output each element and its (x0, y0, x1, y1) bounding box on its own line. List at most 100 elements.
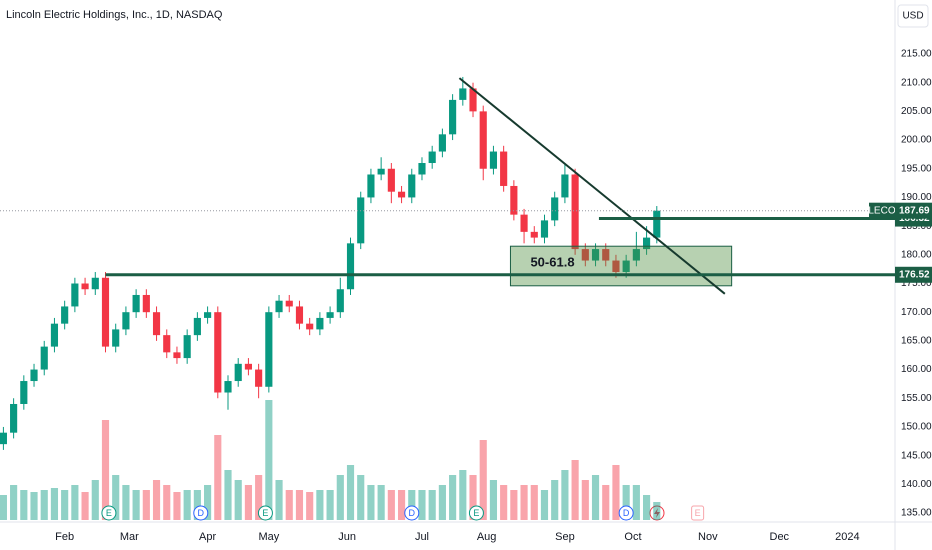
volume-bar (326, 490, 334, 520)
x-tick-label: Aug (477, 531, 497, 543)
candle-body (581, 249, 589, 261)
volume-bar (224, 470, 232, 520)
currency: USD (902, 11, 923, 22)
zone-label: 50-61.8 (530, 254, 574, 269)
candle-body (142, 294, 150, 313)
candle-body (326, 312, 334, 318)
trendline (458, 77, 726, 295)
candle-body (489, 151, 498, 169)
x-tick-label: Dec (770, 531, 790, 543)
candle-body (173, 352, 181, 359)
volume-bar (336, 475, 344, 520)
volume-bar (612, 465, 620, 520)
y-tick-label: 160.00 (901, 364, 932, 375)
volume-bar (183, 490, 191, 520)
volume-bar (510, 490, 518, 520)
candle-body (234, 363, 242, 382)
candle-body (408, 174, 416, 198)
candle-body (336, 289, 344, 313)
volume-bar (255, 475, 263, 520)
volume-bar (428, 490, 436, 520)
event-label: E (473, 508, 479, 518)
volume-bar (163, 485, 171, 520)
candle-body (61, 306, 69, 324)
candle-body (459, 88, 467, 100)
lightning (654, 508, 660, 518)
event-marker[interactable] (101, 505, 117, 521)
candle-body (295, 306, 304, 324)
candle-body (449, 99, 457, 135)
y-tick-label: 175.00 (901, 278, 932, 289)
currency-box[interactable] (897, 4, 929, 28)
volume-bar (438, 485, 446, 520)
volume-bar (81, 492, 89, 520)
candle-body (500, 151, 508, 186)
candle-body (91, 277, 99, 290)
candle-body (244, 363, 252, 370)
volume-bar (50, 488, 59, 520)
volume-bar (540, 490, 549, 520)
volume-bar (122, 485, 130, 520)
event-label: D (198, 508, 205, 518)
x-tick-label: Jul (415, 531, 429, 543)
volume-bar (234, 480, 242, 520)
y-tick-label: 210.00 (901, 77, 932, 88)
y-tick-label: 195.00 (901, 163, 932, 174)
candle-body (112, 329, 120, 347)
volume-bar (561, 470, 569, 520)
candle-body (0, 432, 7, 445)
candle-body (510, 185, 518, 215)
volume-bar (479, 440, 487, 520)
candle-body (479, 111, 487, 169)
event-marker[interactable] (468, 505, 484, 521)
volume-bar (397, 490, 406, 520)
candle-body (591, 249, 600, 261)
candle-body (540, 220, 549, 238)
volume-bar (306, 492, 314, 520)
candle-body (71, 283, 79, 307)
volume-bar (602, 485, 610, 520)
volume-bar (30, 492, 38, 520)
level-tag-label: 176.52 (899, 269, 930, 280)
volume-bar (377, 485, 385, 520)
candle-body (632, 249, 640, 261)
y-tick-label: 205.00 (901, 106, 932, 117)
volume-bar (152, 480, 161, 520)
x-tick-label: Apr (199, 531, 216, 543)
y-tick-label: 150.00 (901, 422, 932, 433)
candle-body (612, 260, 620, 273)
candle-body (30, 369, 38, 382)
volume-bar (316, 490, 324, 520)
candle-body (122, 312, 130, 330)
volume-bar (295, 490, 304, 520)
candle-body (346, 243, 355, 290)
last-price-tag-label: 187.69 (899, 205, 930, 216)
x-tick-label: May (258, 531, 279, 543)
candle-body (152, 312, 161, 336)
level-tag-label: 186.32 (899, 213, 930, 224)
candle-body (163, 335, 171, 353)
candle-body (81, 283, 89, 290)
candle-body (571, 174, 579, 250)
event-marker[interactable] (257, 505, 273, 521)
event-marker[interactable] (618, 505, 634, 521)
volume-bar (173, 492, 181, 520)
volume-bar (632, 485, 640, 520)
event-marker[interactable] (193, 505, 209, 521)
candle-body (193, 317, 201, 336)
fib-zone (509, 245, 733, 287)
volume-bar (500, 485, 508, 520)
volume-bar (387, 490, 395, 520)
volume-bar (408, 490, 416, 520)
volume-bar (71, 485, 79, 520)
candle-body (653, 210, 661, 238)
candle-body (275, 300, 283, 313)
candle-body (602, 249, 610, 261)
event-marker[interactable] (404, 505, 420, 521)
candle-body (285, 300, 293, 307)
volume-bar (112, 475, 120, 520)
volume-bar (61, 490, 69, 520)
event-marker[interactable] (691, 505, 705, 521)
candle-body (306, 323, 314, 330)
